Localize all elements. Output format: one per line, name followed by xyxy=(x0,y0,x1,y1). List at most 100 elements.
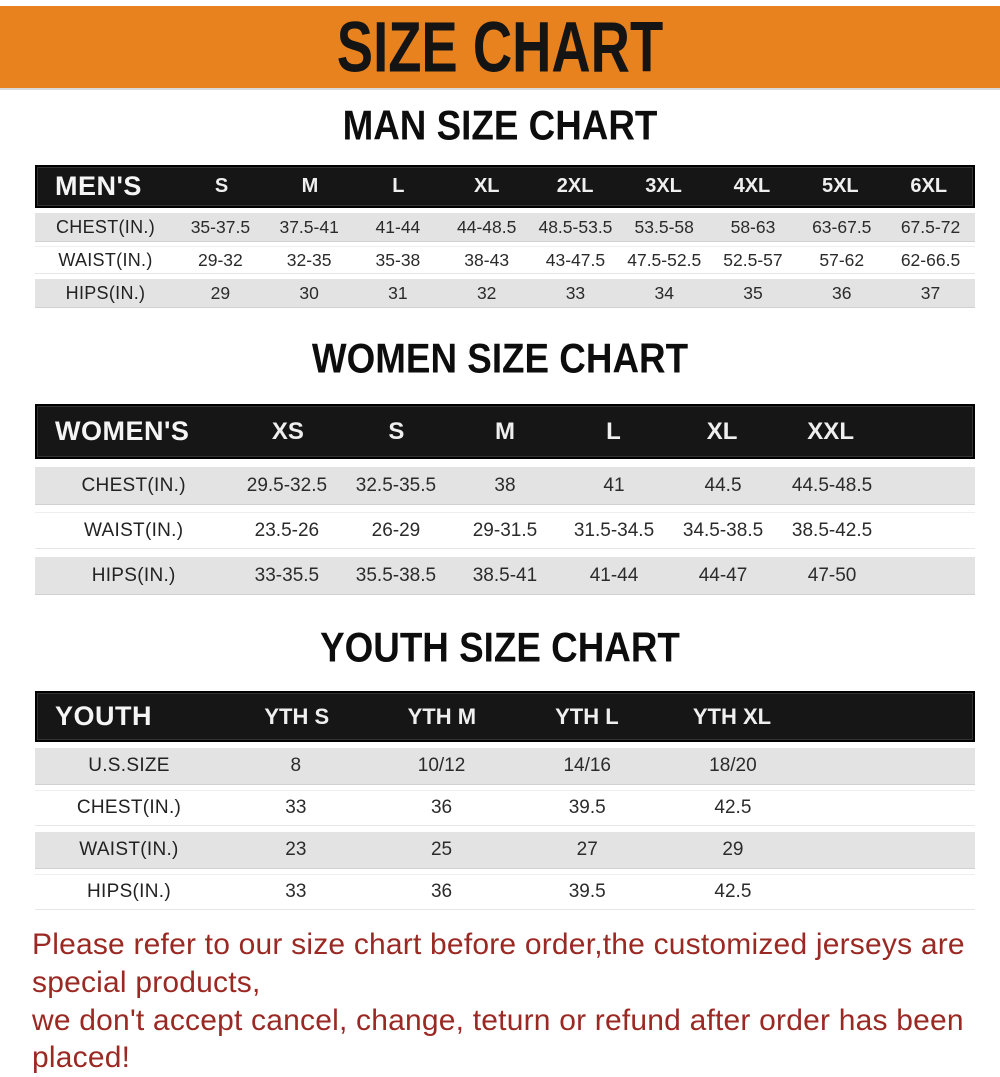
cell-value: 42.5 xyxy=(714,881,752,902)
row-label: CHEST(IN.) xyxy=(81,474,186,496)
cell-value: 35-38 xyxy=(375,249,421,270)
cell-value: 67.5-72 xyxy=(900,216,961,237)
cell-value: 63-67.5 xyxy=(812,216,872,237)
cell-value: 41-44 xyxy=(589,564,639,586)
column-header: 4XL xyxy=(733,175,771,197)
section-heading: MAN SIZE CHART xyxy=(342,102,658,150)
cell-value: 35.5-38.5 xyxy=(355,564,437,586)
cell-value: 39.5 xyxy=(568,797,606,818)
cell-value: 29 xyxy=(210,282,231,303)
cell-value: 42.5 xyxy=(714,797,752,818)
cell-value: 52.5-57 xyxy=(723,249,783,270)
cell-value: 33 xyxy=(565,282,586,303)
row-label: HIPS(IN.) xyxy=(87,881,171,902)
column-header: S xyxy=(388,417,405,445)
footer-note: Please refer to our size chart before or… xyxy=(32,926,990,1077)
banner: SIZE CHART xyxy=(0,6,1000,88)
cell-value: 44-48.5 xyxy=(457,216,517,237)
section-heading: YOUTH SIZE CHART xyxy=(320,624,680,672)
table-header-label: YOUTH xyxy=(55,701,152,731)
cell-value: 31.5-34.5 xyxy=(573,519,655,541)
column-header: XL xyxy=(473,175,500,197)
cell-value: 35-37.5 xyxy=(190,216,251,237)
cell-value: 32 xyxy=(476,282,497,303)
column-header: XL xyxy=(706,417,738,445)
cell-value: 57-62 xyxy=(819,249,865,270)
cell-value: 32-35 xyxy=(286,249,332,270)
table-row: WAIST(IN.) 23 25 27 29 xyxy=(35,832,975,868)
column-header: YTH L xyxy=(555,703,619,729)
table-header-row: MEN'S S M L XL 2XL 3XL 4XL 5XL 6XL xyxy=(35,165,975,208)
cell-value: 39.5 xyxy=(568,881,606,902)
cell-value: 58-63 xyxy=(730,216,776,237)
table-row: HIPS(IN.) 29 30 31 32 33 34 35 36 37 xyxy=(35,279,975,307)
table-row: CHEST(IN.) 35-37.5 37.5-41 41-44 44-48.5 48.5… xyxy=(35,213,975,241)
cell-value: 23 xyxy=(285,839,307,860)
row-label: HIPS(IN.) xyxy=(65,282,146,303)
column-header: XXL xyxy=(807,417,854,445)
cell-value: 47-50 xyxy=(807,564,857,586)
row-label: U.S.SIZE xyxy=(88,755,170,776)
row-label: HIPS(IN.) xyxy=(91,564,176,586)
column-header: S xyxy=(214,175,229,197)
women-table: WOMEN'S XS S M L XL XXL CHEST(IN.) 29.5-32.5 32.5… xyxy=(35,404,975,594)
cell-value: 35 xyxy=(743,282,763,303)
cell-value: 38-43 xyxy=(464,249,510,270)
cell-value: 36 xyxy=(430,797,453,818)
table-row: HIPS(IN.) 33-35.5 35.5-38.5 38.5-41 41-44 44-… xyxy=(35,557,975,594)
table-header-label: MEN'S xyxy=(55,171,142,201)
youth-table: YOUTH YTH S YTH M YTH L YTH XL U.S.SIZE 8 10/12… xyxy=(35,691,975,910)
cell-value: 62-66.5 xyxy=(900,249,961,270)
youth-size-section: YOUTH SIZE CHART YOUTH YTH S YTH M YTH L YTH … xyxy=(0,624,1000,910)
column-header: YTH XL xyxy=(692,703,772,729)
sections-container: MAN SIZE CHART MEN'S S M L XL 2XL 3XL 4XL 5XL 6XL C… xyxy=(0,102,1000,910)
cell-value: 36 xyxy=(832,282,852,303)
cell-value: 44.5 xyxy=(704,474,742,496)
column-header: M xyxy=(301,175,319,197)
column-header: L xyxy=(606,417,621,445)
cell-value: 34.5-38.5 xyxy=(682,519,764,541)
table-row: U.S.SIZE 8 10/12 14/16 18/20 xyxy=(35,748,975,784)
row-label: WAIST(IN.) xyxy=(58,249,153,270)
cell-value: 38 xyxy=(494,474,516,496)
cell-value: 37.5-41 xyxy=(279,216,339,237)
cell-value: 53.5-58 xyxy=(634,216,694,237)
cell-value: 31 xyxy=(388,282,408,303)
cell-value: 44.5-48.5 xyxy=(791,474,873,496)
cell-value: 36 xyxy=(430,881,453,902)
women-size-section: WOMEN SIZE CHART WOMEN'S XS S M L XL XXL CHEST(I… xyxy=(0,335,1000,594)
table-row: WAIST(IN.) 23.5-26 26-29 29-31.5 31.5-34.5 34… xyxy=(35,512,975,549)
column-header: 2XL xyxy=(556,175,594,197)
men-size-section: MAN SIZE CHART MEN'S S M L XL 2XL 3XL 4XL 5XL 6XL C… xyxy=(0,102,1000,307)
table-row: CHEST(IN.) 29.5-32.5 32.5-35.5 38 41 44.5 44.5… xyxy=(35,467,975,504)
men-table: MEN'S S M L XL 2XL 3XL 4XL 5XL 6XL CHEST(IN.) 35-37… xyxy=(35,165,975,307)
section-heading: WOMEN SIZE CHART xyxy=(311,335,689,383)
cell-value: 38.5-42.5 xyxy=(791,519,873,541)
cell-value: 48.5-53.5 xyxy=(538,216,613,237)
footer-line1: Please refer to our size chart before or… xyxy=(32,928,965,999)
cell-value: 8 xyxy=(290,755,302,776)
cell-value: 47.5-52.5 xyxy=(627,249,702,270)
footer-line2: we don't accept cancel, change, teturn o… xyxy=(32,1003,964,1075)
cell-value: 34 xyxy=(654,282,674,303)
table-header-row: YOUTH YTH S YTH M YTH L YTH XL xyxy=(35,691,975,742)
cell-value: 29 xyxy=(722,839,744,860)
row-label: CHEST(IN.) xyxy=(56,216,155,237)
cell-value: 27 xyxy=(576,839,598,860)
column-header: M xyxy=(494,417,515,445)
cell-value: 41 xyxy=(603,474,625,496)
cell-value: 18/20 xyxy=(709,755,757,776)
cell-value: 26-29 xyxy=(371,519,421,541)
column-header: YTH M xyxy=(407,703,477,729)
column-header: 6XL xyxy=(910,175,948,197)
cell-value: 32.5-35.5 xyxy=(355,474,437,496)
row-label: CHEST(IN.) xyxy=(76,797,182,818)
cell-value: 44-47 xyxy=(698,564,748,586)
cell-value: 33 xyxy=(285,881,307,902)
table-header-label: WOMEN'S xyxy=(55,416,190,446)
table-row: CHEST(IN.) 33 36 39.5 42.5 xyxy=(35,790,975,826)
cell-value: 29-31.5 xyxy=(472,519,538,541)
row-label: WAIST(IN.) xyxy=(79,839,179,860)
table-row: WAIST(IN.) 29-32 32-35 35-38 38-43 43-47.5 47.… xyxy=(35,246,975,274)
cell-value: 30 xyxy=(299,282,319,303)
